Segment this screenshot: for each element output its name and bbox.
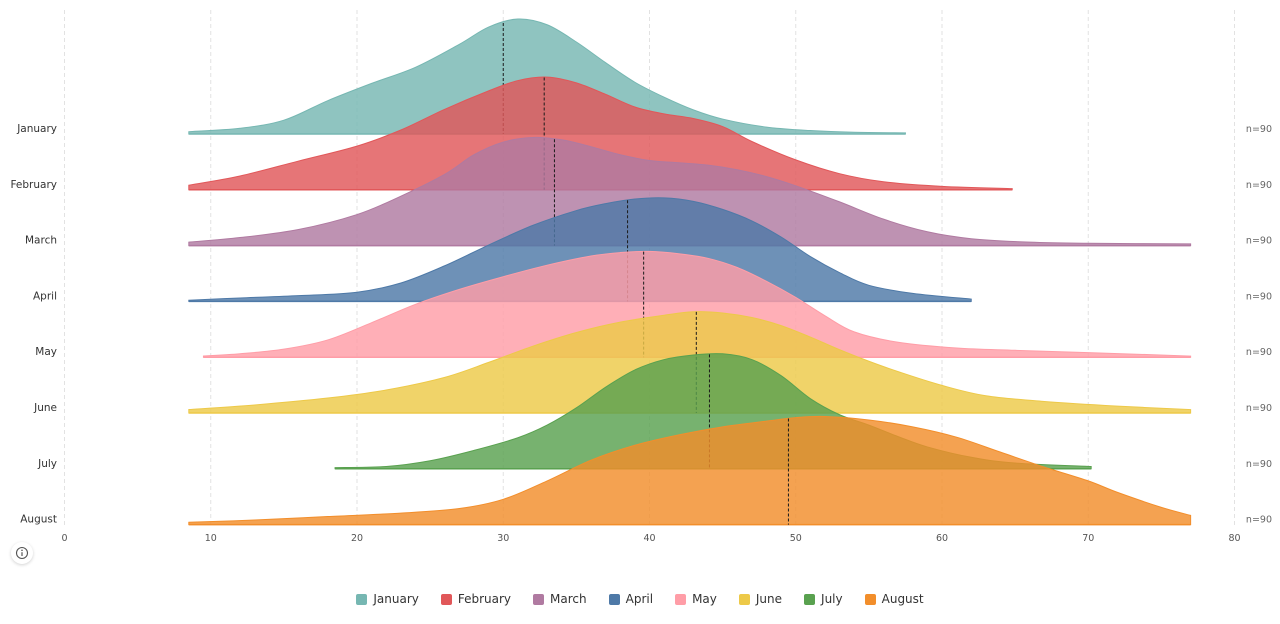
legend-item-august[interactable]: August (864, 592, 924, 606)
row-label-february: February (10, 179, 57, 191)
x-tick-label: 0 (61, 533, 67, 544)
legend-label: June (755, 592, 783, 606)
density-area-march (188, 136, 1192, 247)
info-button[interactable] (11, 542, 33, 564)
n-label-may: n=90 (1246, 347, 1272, 358)
legend-swatch (608, 593, 620, 605)
legend-label: March (550, 592, 587, 606)
legend-item-february[interactable]: February (440, 592, 512, 606)
row-label-april: April (33, 290, 57, 302)
ridge-august (188, 415, 1192, 526)
legend-item-july[interactable]: July (804, 592, 843, 606)
n-label-january: n=90 (1246, 124, 1272, 135)
legend-label: January (373, 592, 419, 606)
legend-label: August (881, 592, 924, 606)
n-label-march: n=90 (1246, 236, 1272, 247)
row-label-august: August (20, 514, 57, 526)
density-area-february (188, 76, 1013, 191)
legend-item-april[interactable]: April (608, 592, 654, 606)
legend-swatch (804, 593, 816, 605)
legend-item-january[interactable]: January (356, 592, 419, 606)
legend: January February March April May June July Augu… (0, 592, 1280, 606)
n-label-june: n=90 (1246, 403, 1272, 414)
row-label-january: January (16, 123, 57, 135)
legend-label: April (625, 592, 654, 606)
legend-swatch (356, 593, 368, 605)
info-icon (15, 546, 29, 560)
legend-item-may[interactable]: May (675, 592, 717, 606)
x-axis: 0 10 20 30 40 50 60 70 80 (61, 533, 1240, 544)
density-area-january (188, 18, 906, 135)
row-label-july: July (37, 458, 57, 470)
legend-swatch (675, 593, 687, 605)
legend-label: July (821, 592, 843, 606)
x-tick-label: 60 (936, 533, 948, 544)
x-tick-label: 50 (790, 533, 802, 544)
ridges (188, 18, 1192, 526)
n-label-february: n=90 (1246, 180, 1272, 191)
legend-swatch (738, 593, 750, 605)
x-tick-label: 40 (643, 533, 655, 544)
row-labels: January February March April May June July Augu… (10, 123, 57, 526)
density-area-may (202, 250, 1192, 358)
row-label-march: March (25, 235, 57, 247)
n-label-april: n=90 (1246, 291, 1272, 302)
legend-label: May (692, 592, 717, 606)
density-area-august (188, 415, 1192, 526)
legend-item-march[interactable]: March (533, 592, 587, 606)
x-tick-label: 80 (1228, 533, 1240, 544)
legend-label: February (457, 592, 512, 606)
legend-item-june[interactable]: June (738, 592, 783, 606)
n-label-july: n=90 (1246, 459, 1272, 470)
n-labels: n=90 n=90 n=90 n=90 n=90 n=90 n=90 n=90 (1246, 124, 1272, 526)
density-area-april (188, 197, 972, 302)
row-label-june: June (33, 402, 57, 414)
x-tick-label: 30 (497, 533, 509, 544)
legend-swatch (533, 593, 545, 605)
n-label-august: n=90 (1246, 515, 1272, 526)
legend-swatch (864, 593, 876, 605)
legend-swatch (440, 593, 452, 605)
x-tick-label: 70 (1082, 533, 1094, 544)
row-label-may: May (35, 346, 57, 358)
x-tick-label: 20 (351, 533, 363, 544)
x-tick-label: 10 (205, 533, 217, 544)
